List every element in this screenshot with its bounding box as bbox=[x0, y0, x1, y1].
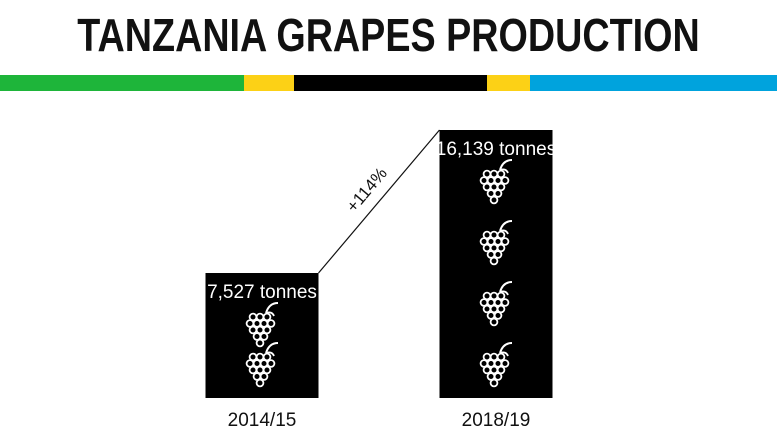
flag-segment-green bbox=[0, 75, 244, 91]
flag-segment-yellow-left bbox=[244, 75, 294, 91]
growth-annotation: +114% bbox=[343, 164, 391, 216]
value-label: 7,527 tonnes bbox=[207, 282, 317, 303]
value-label: 16,139 tonnes bbox=[436, 139, 556, 160]
flag-color-bar bbox=[0, 75, 777, 91]
growth-connector-line bbox=[318, 129, 440, 274]
category-label: 2014/15 bbox=[228, 410, 297, 431]
flag-segment-yellow-right bbox=[487, 75, 530, 91]
flag-segment-blue bbox=[530, 75, 777, 91]
chart-title: TANZANIA GRAPES PRODUCTION bbox=[77, 9, 700, 61]
bar-2014-15 bbox=[205, 273, 319, 398]
flag-segment-black bbox=[294, 75, 487, 91]
category-label: 2018/19 bbox=[462, 410, 531, 431]
